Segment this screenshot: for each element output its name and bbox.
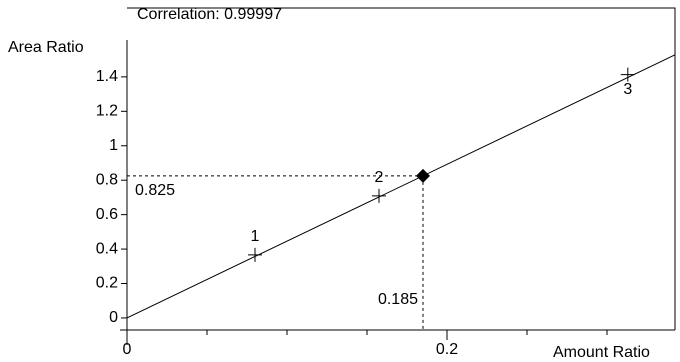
y-tick-label: 1.2 <box>96 103 118 120</box>
frame <box>127 7 676 330</box>
point <box>372 188 386 203</box>
y-tick-label: 0.2 <box>96 275 118 292</box>
chart-title: Correlation: 0.99997 <box>137 6 282 23</box>
point-label: 2 <box>375 169 384 186</box>
y-tick-label: 0.6 <box>96 206 118 223</box>
y-tick-label: 0.8 <box>96 171 118 188</box>
point <box>248 247 262 262</box>
y-tick-label: 0 <box>109 309 118 326</box>
y-tick-label: 0.4 <box>96 240 118 257</box>
unknown-point <box>416 168 430 183</box>
unknown-y-label: 0.825 <box>135 182 175 199</box>
x-tick-label: 0.2 <box>436 341 458 358</box>
point <box>620 67 635 82</box>
y-tick-label: 1 <box>109 137 118 154</box>
point-label: 1 <box>251 228 260 245</box>
x-tick-label: 0 <box>123 341 132 358</box>
y-tick-label: 1.4 <box>96 68 118 85</box>
unknown-x-label: 0.185 <box>378 291 418 308</box>
fit-line <box>126 54 676 319</box>
y-axis-label: Area Ratio <box>8 39 84 56</box>
point-label: 3 <box>623 81 632 98</box>
x-axis-label: Amount Ratio <box>553 344 650 361</box>
